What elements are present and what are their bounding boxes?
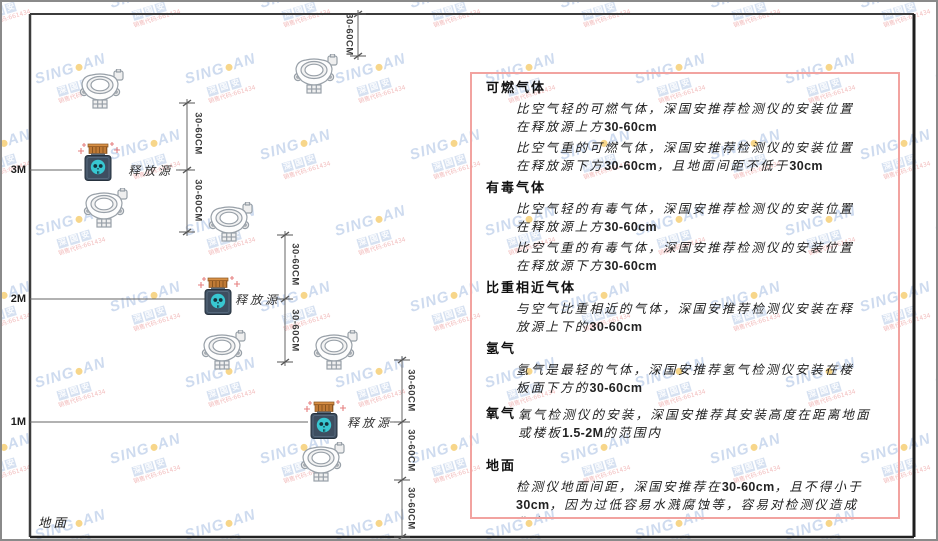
height-label-2m: 2M bbox=[10, 293, 26, 305]
dim-label-30-60cm: 30-60CM bbox=[192, 179, 204, 222]
section-oxygen: 氧气 氧气检测仪的安装，深国安推荐其安装高度在距离地面或楼板1.5-2M的范围内 bbox=[486, 406, 890, 442]
section-combustible-gas: 可燃气体 比空气轻的可燃气体，深国安推荐检测仪的安装位置在释放源上方30-60c… bbox=[486, 80, 890, 175]
height-label-3m: 3M bbox=[10, 164, 26, 176]
section-paragraph: 比空气重的可燃气体，深国安推荐检测仪的安装位置在释放源下方30-60cm，且地面… bbox=[516, 140, 855, 173]
dim-label-30-60cm: 30-60CM bbox=[343, 13, 355, 56]
dim-label-30-60cm: 30-60CM bbox=[289, 309, 301, 352]
gas-detector-icon bbox=[207, 202, 253, 246]
release-source-label: 释放源 bbox=[128, 164, 174, 178]
section-paragraph: 氢气是最轻的气体，深国安推荐氢气检测仪安装在楼板面下方的30-60cm bbox=[516, 362, 855, 395]
section-ground: 地面 检测仪地面间距，深国安推荐在30-60cm，且不得小于30cm，因为过低容… bbox=[486, 458, 890, 517]
section-heading: 有毒气体 bbox=[486, 181, 547, 196]
dim-label-30-60cm: 30-60CM bbox=[289, 243, 301, 286]
section-toxic-gas: 有毒气体 比空气轻的有毒气体，深国安推荐检测仪的安装位置在释放源上方30-60c… bbox=[486, 180, 890, 275]
release-source-label: 释放源 bbox=[235, 293, 281, 307]
section-paragraph: 氧气检测仪的安装，深国安推荐其安装高度在距离地面或楼板1.5-2M的范围内 bbox=[518, 407, 871, 440]
section-paragraph: 比空气轻的可燃气体，深国安推荐检测仪的安装位置在释放源上方30-60cm bbox=[516, 101, 855, 134]
installation-notes-panel: 可燃气体 比空气轻的可燃气体，深国安推荐检测仪的安装位置在释放源上方30-60c… bbox=[470, 72, 900, 519]
section-paragraph: 比空气重的有毒气体，深国安推荐检测仪的安装位置在释放源下方30-60cm bbox=[516, 240, 855, 273]
section-heading: 氢气 bbox=[486, 342, 517, 357]
section-similar-density-gas: 比重相近气体 与空气比重相近的气体，深国安推荐检测仪安装在释放源上下的30-60… bbox=[486, 280, 890, 336]
gas-detector-icon bbox=[292, 54, 338, 98]
ground-label: 地面 bbox=[38, 515, 70, 530]
gas-detector-icon bbox=[82, 188, 128, 232]
release-source-label: 释放源 bbox=[347, 416, 393, 430]
section-heading: 比重相近气体 bbox=[486, 281, 577, 296]
dim-label-30-60cm: 30-60CM bbox=[192, 112, 204, 155]
section-heading: 可燃气体 bbox=[486, 81, 547, 96]
height-label-1m: 1M bbox=[10, 416, 26, 428]
release-source-icon bbox=[76, 140, 122, 186]
gas-detector-icon bbox=[78, 69, 124, 113]
section-hydrogen: 氢气 氢气是最轻的气体，深国安推荐氢气检测仪安装在楼板面下方的30-60cm bbox=[486, 341, 890, 397]
section-heading: 氧气 bbox=[486, 407, 517, 422]
section-paragraph: 与空气比重相近的气体，深国安推荐检测仪安装在释放源上下的30-60cm bbox=[516, 301, 855, 334]
section-heading: 地面 bbox=[486, 459, 517, 474]
dim-label-30-60cm: 30-60CM bbox=[405, 487, 417, 530]
gas-detector-icon bbox=[299, 442, 345, 486]
section-paragraph: 检测仪地面间距，深国安推荐在30-60cm，且不得小于30cm，因为过低容易水溅… bbox=[516, 479, 863, 517]
section-paragraph: 比空气轻的有毒气体，深国安推荐检测仪的安装位置在释放源上方30-60cm bbox=[516, 201, 855, 234]
gas-detector-icon bbox=[312, 330, 358, 374]
release-source-icon bbox=[302, 398, 348, 444]
gas-detector-icon bbox=[200, 330, 246, 374]
